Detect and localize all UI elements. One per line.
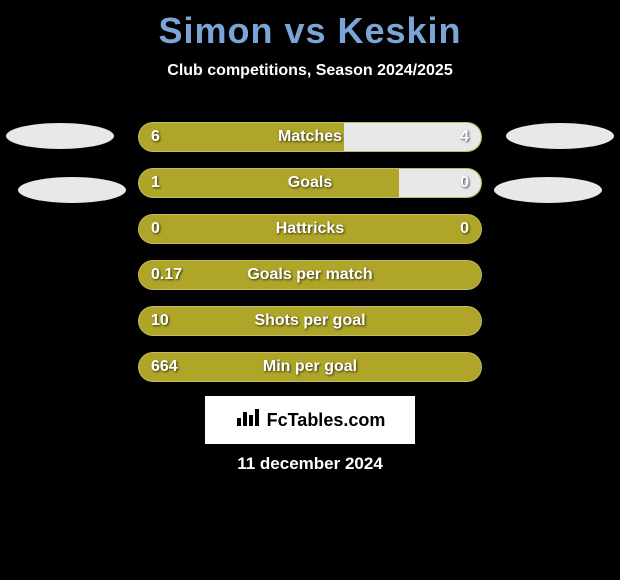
stat-bars-group: Matches64Goals10Hattricks00Goals per mat… xyxy=(138,122,482,382)
date-label: 11 december 2024 xyxy=(0,454,620,474)
bar-chart-icon xyxy=(235,408,261,433)
stat-bar-label: Hattricks xyxy=(139,215,481,243)
stat-bar-left-value: 1 xyxy=(151,169,160,197)
stat-bar-label: Goals per match xyxy=(139,261,481,289)
stat-bar-left-value: 0 xyxy=(151,215,160,243)
stat-bar-right-value: 4 xyxy=(460,123,469,151)
stat-bar-right-value: 0 xyxy=(460,215,469,243)
stat-bar-spg: Shots per goal10 xyxy=(138,306,482,336)
player-left-ellipse-1 xyxy=(6,123,114,149)
stat-bar-label: Goals xyxy=(139,169,481,197)
page-title: Simon vs Keskin xyxy=(0,0,620,52)
player-right-ellipse-1 xyxy=(506,123,614,149)
stat-bar-matches: Matches6 4 xyxy=(138,122,482,152)
stat-bar-label: Min per goal xyxy=(139,353,481,381)
branding-text: FcTables.com xyxy=(267,410,386,431)
stat-bar-left-value: 664 xyxy=(151,353,178,381)
stat-bar-label: Shots per goal xyxy=(139,307,481,335)
branding-badge: FcTables.com xyxy=(205,396,415,444)
player-left-ellipse-2 xyxy=(18,177,126,203)
stat-bar-goals: Goals1 0 xyxy=(138,168,482,198)
stat-bar-gpm: Goals per match0.17 xyxy=(138,260,482,290)
stat-bar-mpg: Min per goal664 xyxy=(138,352,482,382)
stat-bar-left-value: 6 xyxy=(151,123,160,151)
stat-bar-label: Matches xyxy=(139,123,481,151)
subtitle: Club competitions, Season 2024/2025 xyxy=(0,62,620,80)
stat-bar-right-value: 0 xyxy=(460,169,469,197)
stat-bar-left-value: 10 xyxy=(151,307,169,335)
player-right-ellipse-2 xyxy=(494,177,602,203)
comparison-infographic: Simon vs Keskin Club competitions, Seaso… xyxy=(0,0,620,580)
stat-bar-left-value: 0.17 xyxy=(151,261,182,289)
stat-bar-hattricks: Hattricks0 0 xyxy=(138,214,482,244)
